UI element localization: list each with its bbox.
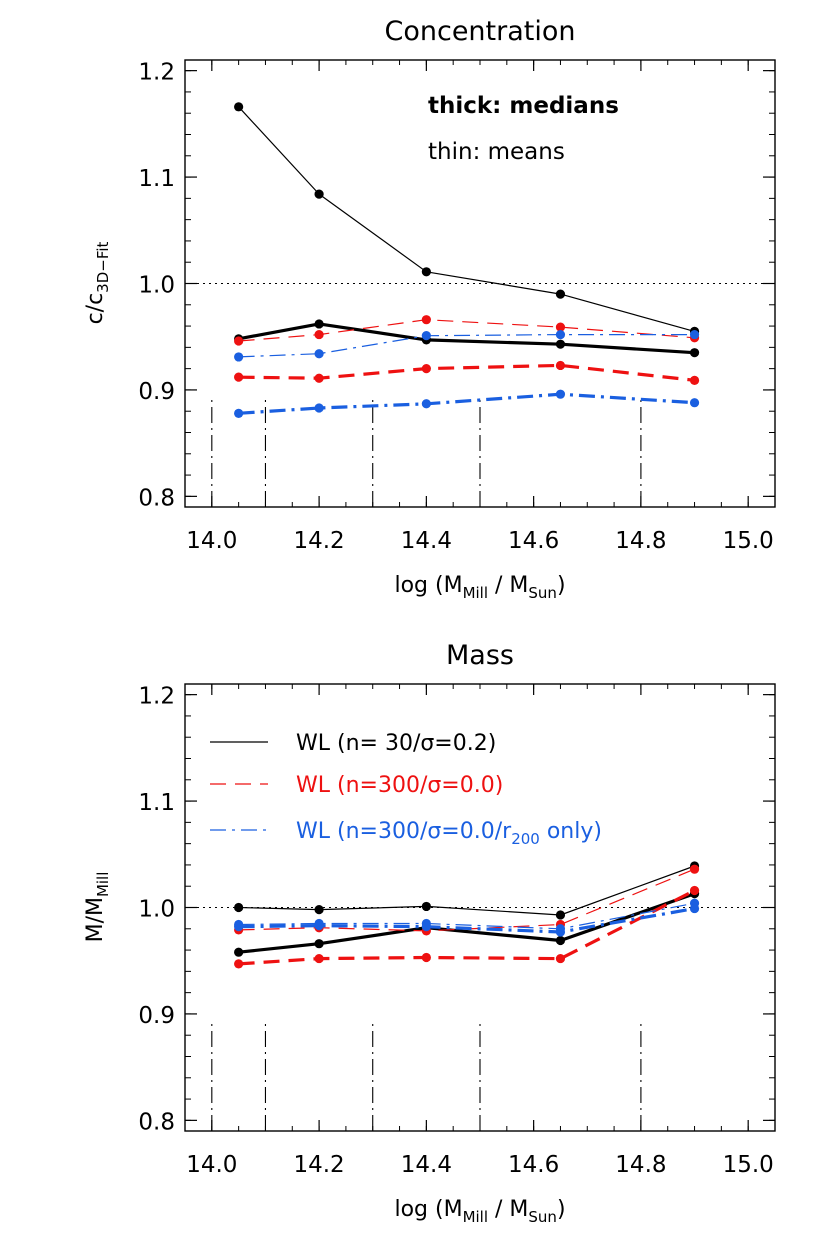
x-tick-label: 14.8 [615,528,666,554]
y-tick-label: 1.0 [138,897,175,923]
data-point-black-median [555,935,566,946]
x-tick-label: 14.6 [508,1152,559,1178]
series-layer [234,102,700,418]
data-point-black-median [689,348,700,358]
data-point-blue-median [234,408,244,418]
series-line-red-median [238,363,695,382]
series-line-red-mean [238,868,695,932]
series-line-black-median [238,322,695,355]
data-point-blue-median [314,403,324,413]
legend-label-blue: WL (n=300/σ=0.0/r200 only) [296,819,602,848]
data-point-red-mean [689,864,700,874]
data-point-black-median [234,947,244,957]
concentration-panel: Concentration 14.0 14.2 14.4 14.6 14.8 15.0 0.… [83,16,776,602]
x-tick-label: 14.0 [186,1152,237,1178]
data-point-black-mean [234,902,244,913]
x-tick-label: 15.0 [723,528,774,554]
series-line-blue-median [238,392,695,415]
x-tick-label: 14.2 [293,1152,344,1178]
legend-label-red: WL (n=300/σ=0.0) [296,773,503,798]
data-point-black-median [314,939,324,949]
y-tick-label: 0.8 [138,485,175,511]
y-tick-label: 0.8 [138,1109,175,1135]
data-point-red-median [421,364,431,374]
data-point-black-mean [555,289,566,299]
data-point-blue-mean [314,349,324,359]
series-line-red-mean [238,319,695,342]
data-point-blue-mean [689,329,700,340]
data-point-red-median [421,952,431,963]
y-tick-label: 1.2 [138,684,175,710]
x-tick-label: 14.0 [186,528,237,554]
data-point-red-median [314,373,324,383]
annotation-means: thin: means [428,139,565,165]
data-point-blue-median [234,922,244,932]
data-point-black-median [314,319,324,329]
data-point-blue-median [689,903,700,914]
series-line-blue-median [238,907,695,934]
y-tick-label: 1.1 [138,790,175,816]
bin-edge-layer [211,397,642,507]
series-layer [234,861,700,969]
data-point-red-mean [314,329,324,340]
series-line-black-median [238,892,696,954]
data-point-red-median [689,375,700,385]
x-tick-label: 14.4 [401,528,452,554]
data-point-black-mean [314,189,324,199]
mass-title: Mass [446,640,514,671]
data-point-blue-median [555,389,566,399]
data-point-black-mean [421,267,431,277]
concentration-title: Concentration [384,16,575,47]
data-point-black-mean [234,102,244,112]
data-point-red-median [555,953,566,964]
data-point-blue-median [314,920,324,931]
x-axis-label: log (MMill / MSun) [394,1197,565,1226]
data-point-blue-median [555,927,566,937]
x-tick-label: 14.8 [615,1152,666,1178]
y-tick-label: 1.2 [138,60,175,86]
x-axis-label: log (MMill / MSun) [394,573,565,602]
bin-edge-layer [211,1021,642,1131]
annotation-medians: thick: medians [428,93,619,119]
data-point-blue-mean [234,352,244,362]
data-point-red-median [689,885,700,896]
x-tick-label: 15.0 [723,1152,774,1178]
data-point-red-mean [421,315,431,325]
tick-layer: 14.0 14.2 14.4 14.6 14.8 15.0 0.8 0.9 1.0 1.1 1.2 [138,60,775,554]
y-tick-label: 0.9 [138,1003,175,1029]
y-axis-label: c/c3D−Fit [83,241,112,324]
y-tick-label: 1.0 [138,273,175,299]
y-tick-label: 0.9 [138,379,175,405]
data-point-red-median [234,959,244,969]
legend-label-black: WL (n= 30/σ=0.2) [296,731,496,756]
data-point-blue-median [421,922,431,932]
legend: WL (n= 30/σ=0.2) WL (n=300/σ=0.0) WL (n=… [210,731,602,848]
x-tick-label: 14.6 [508,528,559,554]
data-point-black-median [555,339,566,349]
tick-layer: 14.0 14.2 14.4 14.6 14.8 15.0 0.8 0.9 1.0 1.1 1.2 [138,684,775,1178]
data-point-red-median [314,953,324,964]
y-tick-label: 1.1 [138,166,175,192]
x-tick-label: 14.4 [401,1152,452,1178]
data-point-black-mean [421,901,431,912]
y-axis-label: M/MMill [83,872,112,943]
data-point-black-mean [314,905,324,915]
data-point-blue-mean [555,329,566,340]
data-point-blue-median [421,399,431,409]
data-point-blue-median [689,398,700,408]
data-point-blue-mean [421,331,431,341]
x-tick-label: 14.2 [293,528,344,554]
mass-panel: Mass 14.0 14.2 14.4 14.6 14.8 15.0 0.8 0.9 1.0 1.… [83,640,776,1226]
data-point-black-mean [555,910,566,920]
data-point-red-median [234,372,244,382]
series-line-blue-mean [238,334,695,358]
data-point-red-median [555,360,566,371]
data-point-red-mean [234,336,244,346]
data-point-red-mean [555,322,566,332]
